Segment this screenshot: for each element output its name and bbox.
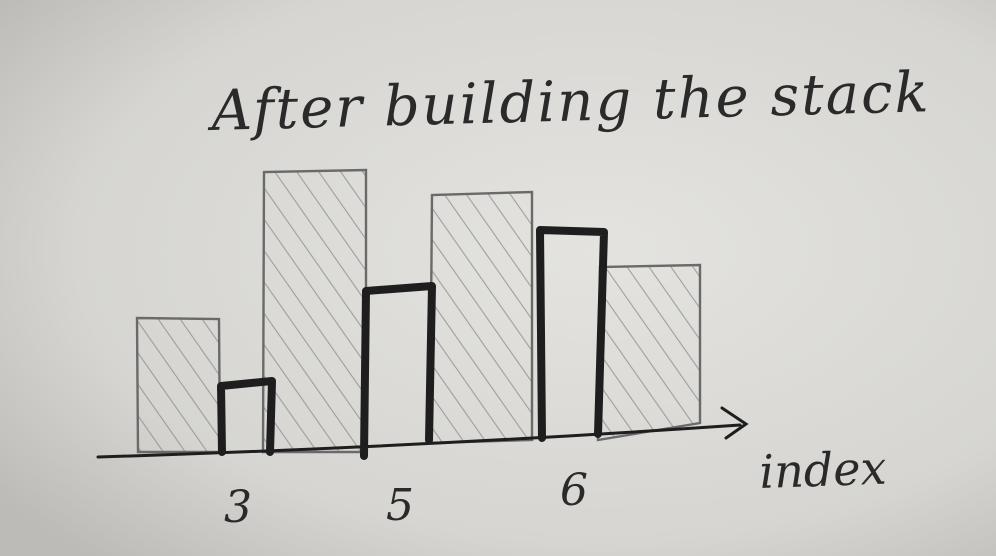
x-axis-arrowhead (720, 406, 749, 440)
x-axis-line (96, 423, 742, 459)
hatched-bar-3 (428, 190, 534, 445)
stack-bar-index-3 (217, 377, 276, 456)
hatched-bar-4 (596, 263, 702, 442)
axis-label-index: index (758, 441, 887, 499)
tick-label-3: 3 (224, 482, 252, 533)
tick-label-5: 5 (386, 480, 414, 531)
stack-bar-index-6 (536, 226, 608, 442)
hatched-bar-2 (261, 168, 368, 454)
stack-bars (217, 226, 608, 460)
hatched-bar-1 (135, 316, 222, 454)
tick-label-6: 6 (560, 465, 588, 516)
x-axis (96, 406, 749, 459)
stack-bar-index-5 (360, 282, 436, 460)
